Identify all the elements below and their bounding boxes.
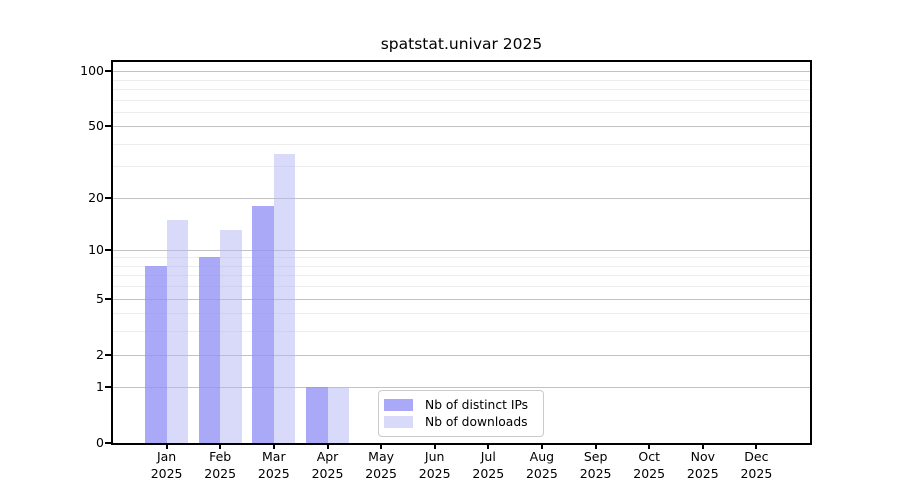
y-tick-label: 20 bbox=[88, 189, 104, 205]
y-tick-label: 5 bbox=[96, 290, 104, 306]
bar-jan-downloads bbox=[166, 219, 189, 443]
plot-area bbox=[111, 60, 812, 445]
minor-gridline bbox=[113, 286, 810, 288]
x-tick-mark bbox=[755, 445, 758, 449]
minor-gridline bbox=[113, 99, 810, 101]
y-tick-mark bbox=[105, 386, 111, 389]
x-tick-label: Nov 2025 bbox=[686, 449, 719, 481]
x-tick-label: May 2025 bbox=[365, 449, 397, 481]
legend-swatch-downloads bbox=[384, 416, 413, 428]
x-tick-label: Oct 2025 bbox=[633, 449, 666, 481]
y-tick-label: 10 bbox=[88, 241, 104, 257]
y-tick-label: 1 bbox=[96, 379, 104, 395]
x-tick-mark bbox=[219, 445, 222, 449]
y-tick-label: 2 bbox=[96, 346, 104, 362]
y-tick-mark bbox=[105, 442, 111, 444]
x-tick-mark bbox=[540, 445, 543, 449]
major-gridline bbox=[113, 387, 810, 389]
minor-gridline bbox=[113, 275, 810, 277]
x-tick-mark bbox=[272, 445, 275, 449]
x-tick-label: Jan 2025 bbox=[150, 449, 183, 481]
x-tick-mark bbox=[326, 445, 329, 449]
major-gridline bbox=[113, 249, 810, 251]
minor-gridline bbox=[113, 265, 810, 267]
bar-jan-distinct-ips bbox=[145, 265, 167, 443]
y-tick-mark bbox=[105, 196, 111, 199]
x-tick-mark bbox=[594, 445, 597, 449]
minor-gridline bbox=[113, 166, 810, 168]
bar-mar-downloads bbox=[273, 154, 296, 443]
x-tick-mark bbox=[380, 445, 383, 449]
y-tick-label: 0 bbox=[96, 435, 104, 450]
legend-label-distinct-ips: Nb of distinct IPs bbox=[425, 398, 529, 412]
x-tick-label: Dec 2025 bbox=[740, 449, 773, 481]
legend-item-distinct-ips: Nb of distinct IPs bbox=[384, 398, 535, 412]
minor-gridline bbox=[113, 79, 810, 81]
y-tick-mark bbox=[105, 297, 111, 300]
x-tick-mark bbox=[487, 445, 490, 449]
x-tick-label: Apr 2025 bbox=[311, 449, 344, 481]
minor-gridline bbox=[113, 111, 810, 113]
bar-mar-distinct-ips bbox=[252, 205, 274, 443]
bar-feb-distinct-ips bbox=[198, 257, 221, 443]
legend: Nb of distinct IPs Nb of downloads bbox=[378, 390, 544, 437]
chart-title: spatstat.univar 2025 bbox=[380, 35, 543, 53]
y-tick-mark bbox=[105, 353, 111, 356]
major-gridline bbox=[113, 126, 810, 128]
minor-gridline bbox=[113, 313, 810, 315]
y-tick-label: 50 bbox=[88, 118, 104, 134]
bar-apr-downloads bbox=[327, 387, 349, 443]
x-tick-label: Aug 2025 bbox=[525, 449, 558, 481]
y-tick-mark bbox=[105, 248, 111, 251]
y-tick-mark bbox=[105, 70, 111, 72]
x-tick-mark bbox=[433, 445, 436, 449]
x-tick-label: Sep 2025 bbox=[579, 449, 612, 481]
bar-feb-downloads bbox=[220, 230, 242, 443]
y-tick-mark bbox=[105, 125, 111, 128]
x-tick-mark bbox=[648, 445, 651, 449]
x-tick-label: Mar 2025 bbox=[257, 449, 290, 481]
major-gridline bbox=[113, 197, 810, 199]
legend-item-downloads: Nb of downloads bbox=[384, 415, 535, 429]
x-tick-label: Feb 2025 bbox=[204, 449, 237, 481]
major-gridline bbox=[113, 298, 810, 300]
minor-gridline bbox=[113, 331, 810, 333]
x-tick-label: Jun 2025 bbox=[418, 449, 451, 481]
bar-apr-distinct-ips bbox=[306, 387, 328, 443]
major-gridline bbox=[113, 71, 810, 72]
x-tick-label: Jul 2025 bbox=[472, 449, 505, 481]
x-tick-mark bbox=[701, 445, 704, 449]
major-gridline bbox=[113, 354, 810, 356]
minor-gridline bbox=[113, 143, 810, 145]
legend-swatch-distinct-ips bbox=[384, 399, 413, 411]
minor-gridline bbox=[113, 257, 810, 259]
y-tick-label: 100 bbox=[80, 63, 104, 78]
legend-label-downloads: Nb of downloads bbox=[425, 415, 528, 429]
minor-gridline bbox=[113, 88, 810, 90]
x-tick-mark bbox=[165, 445, 168, 449]
